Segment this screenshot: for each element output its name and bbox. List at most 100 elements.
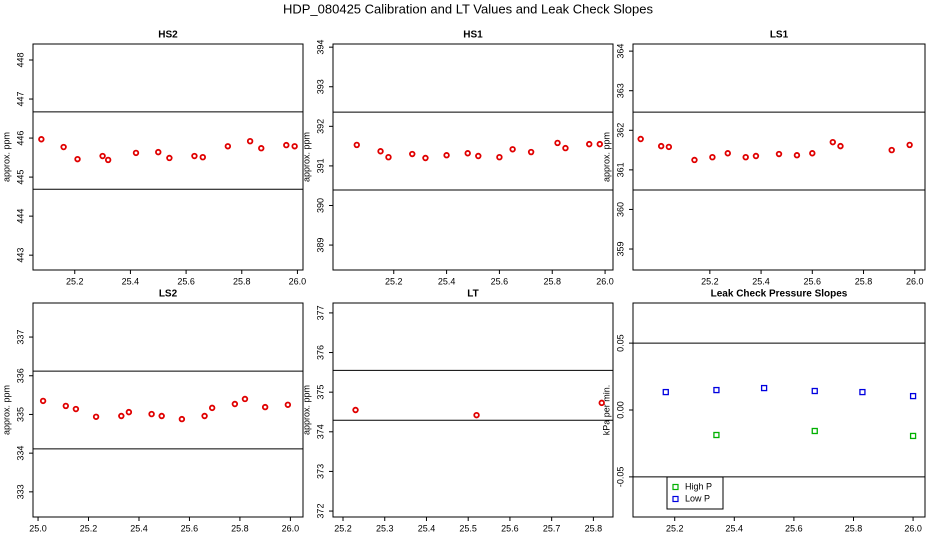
- point: [657, 142, 665, 150]
- x-tick-label: 25.8: [585, 523, 603, 533]
- x-tick-label: 26.0: [596, 276, 614, 286]
- point: [742, 153, 749, 161]
- point: [906, 141, 913, 149]
- point: [811, 427, 818, 435]
- x-tick-label: 25.7: [543, 523, 561, 533]
- y-tick-label: 377: [315, 305, 325, 320]
- point: [166, 154, 173, 162]
- point: [62, 402, 70, 410]
- point: [859, 388, 866, 396]
- x-tick-label: 25.6: [501, 523, 519, 533]
- point: [475, 152, 482, 160]
- point: [352, 406, 359, 414]
- point: [665, 143, 673, 151]
- point: [837, 142, 844, 150]
- y-axis-label: approx. ppm: [601, 132, 611, 182]
- y-axis-label: kPa per min.: [601, 385, 611, 436]
- y-tick-label: 390: [315, 198, 325, 213]
- y-tick-label: 448: [15, 52, 25, 67]
- x-tick-label: 25.8: [845, 523, 863, 533]
- y-tick-label: 333: [15, 484, 25, 499]
- point: [496, 153, 503, 161]
- plot-frame: [332, 43, 614, 271]
- x-tick-label: 25.2: [334, 523, 352, 533]
- point: [283, 141, 290, 149]
- point: [811, 387, 818, 395]
- plot-frame: [32, 302, 304, 518]
- y-tick-label: 363: [615, 83, 625, 98]
- plot-frame: [32, 43, 304, 271]
- point: [199, 153, 206, 161]
- point: [60, 143, 67, 151]
- page-title: HDP_080425 Calibration and LT Values and…: [283, 1, 654, 16]
- x-tick-label: 25.4: [122, 276, 140, 286]
- x-tick-label: 25.0: [29, 523, 47, 533]
- x-tick-label: 25.6: [785, 523, 803, 533]
- point: [586, 140, 593, 148]
- plot-frame: [632, 43, 926, 271]
- y-tick-label: 373: [315, 464, 325, 479]
- point: [208, 404, 216, 412]
- x-tick-label: 25.6: [181, 523, 199, 533]
- point: [562, 144, 569, 152]
- y-tick-label: 446: [15, 131, 25, 146]
- point: [38, 136, 45, 143]
- x-tick-label: 25.6: [491, 276, 509, 286]
- point: [443, 152, 450, 159]
- x-tick-label: 25.8: [231, 523, 249, 533]
- x-tick-label: 25.4: [752, 276, 770, 286]
- point: [409, 150, 416, 158]
- x-tick-label: 26.0: [289, 276, 307, 286]
- panel-title: LT: [467, 289, 478, 300]
- point: [464, 150, 471, 157]
- y-axis-label: approx. ppm: [301, 385, 311, 435]
- y-tick-label: 360: [615, 202, 625, 217]
- y-tick-label: 391: [315, 158, 325, 173]
- point: [829, 138, 836, 146]
- point: [241, 395, 249, 403]
- point: [353, 141, 360, 149]
- point: [662, 388, 669, 396]
- point: [637, 135, 644, 143]
- x-tick-label: 26.0: [282, 523, 300, 533]
- point: [258, 145, 265, 152]
- panel-title: LS1: [770, 30, 789, 41]
- point: [752, 152, 760, 160]
- point: [724, 150, 731, 157]
- y-tick-label: 337: [15, 330, 25, 345]
- point: [909, 392, 917, 400]
- y-tick-label: 444: [15, 209, 25, 224]
- point: [132, 149, 140, 157]
- point: [201, 412, 208, 420]
- point: [709, 153, 716, 161]
- y-tick-label: 389: [315, 238, 325, 253]
- point: [596, 140, 603, 148]
- x-tick-label: 25.2: [385, 276, 403, 286]
- point: [713, 431, 720, 439]
- legend-label: High P: [685, 481, 712, 491]
- x-tick-label: 26.0: [906, 276, 924, 286]
- y-tick-label: -0.05: [615, 467, 625, 488]
- y-tick-label: 0.00: [615, 401, 625, 419]
- point: [125, 408, 133, 416]
- y-tick-label: 359: [615, 242, 625, 257]
- y-tick-label: 443: [15, 248, 25, 263]
- legend-marker: [672, 495, 679, 503]
- point: [118, 412, 125, 420]
- point: [246, 137, 254, 145]
- plot-frame: [332, 302, 614, 518]
- x-tick-label: 25.5: [459, 523, 477, 533]
- y-axis-label: approx. ppm: [1, 385, 11, 435]
- y-tick-label: 336: [15, 368, 25, 383]
- point: [809, 150, 816, 157]
- y-tick-label: 361: [615, 162, 625, 177]
- point: [291, 143, 298, 150]
- point: [231, 400, 239, 408]
- x-tick-label: 25.6: [177, 276, 195, 286]
- point: [909, 432, 917, 440]
- y-axis-label: approx. ppm: [1, 132, 11, 182]
- point: [691, 156, 698, 164]
- y-tick-label: 375: [315, 385, 325, 400]
- point: [191, 152, 198, 160]
